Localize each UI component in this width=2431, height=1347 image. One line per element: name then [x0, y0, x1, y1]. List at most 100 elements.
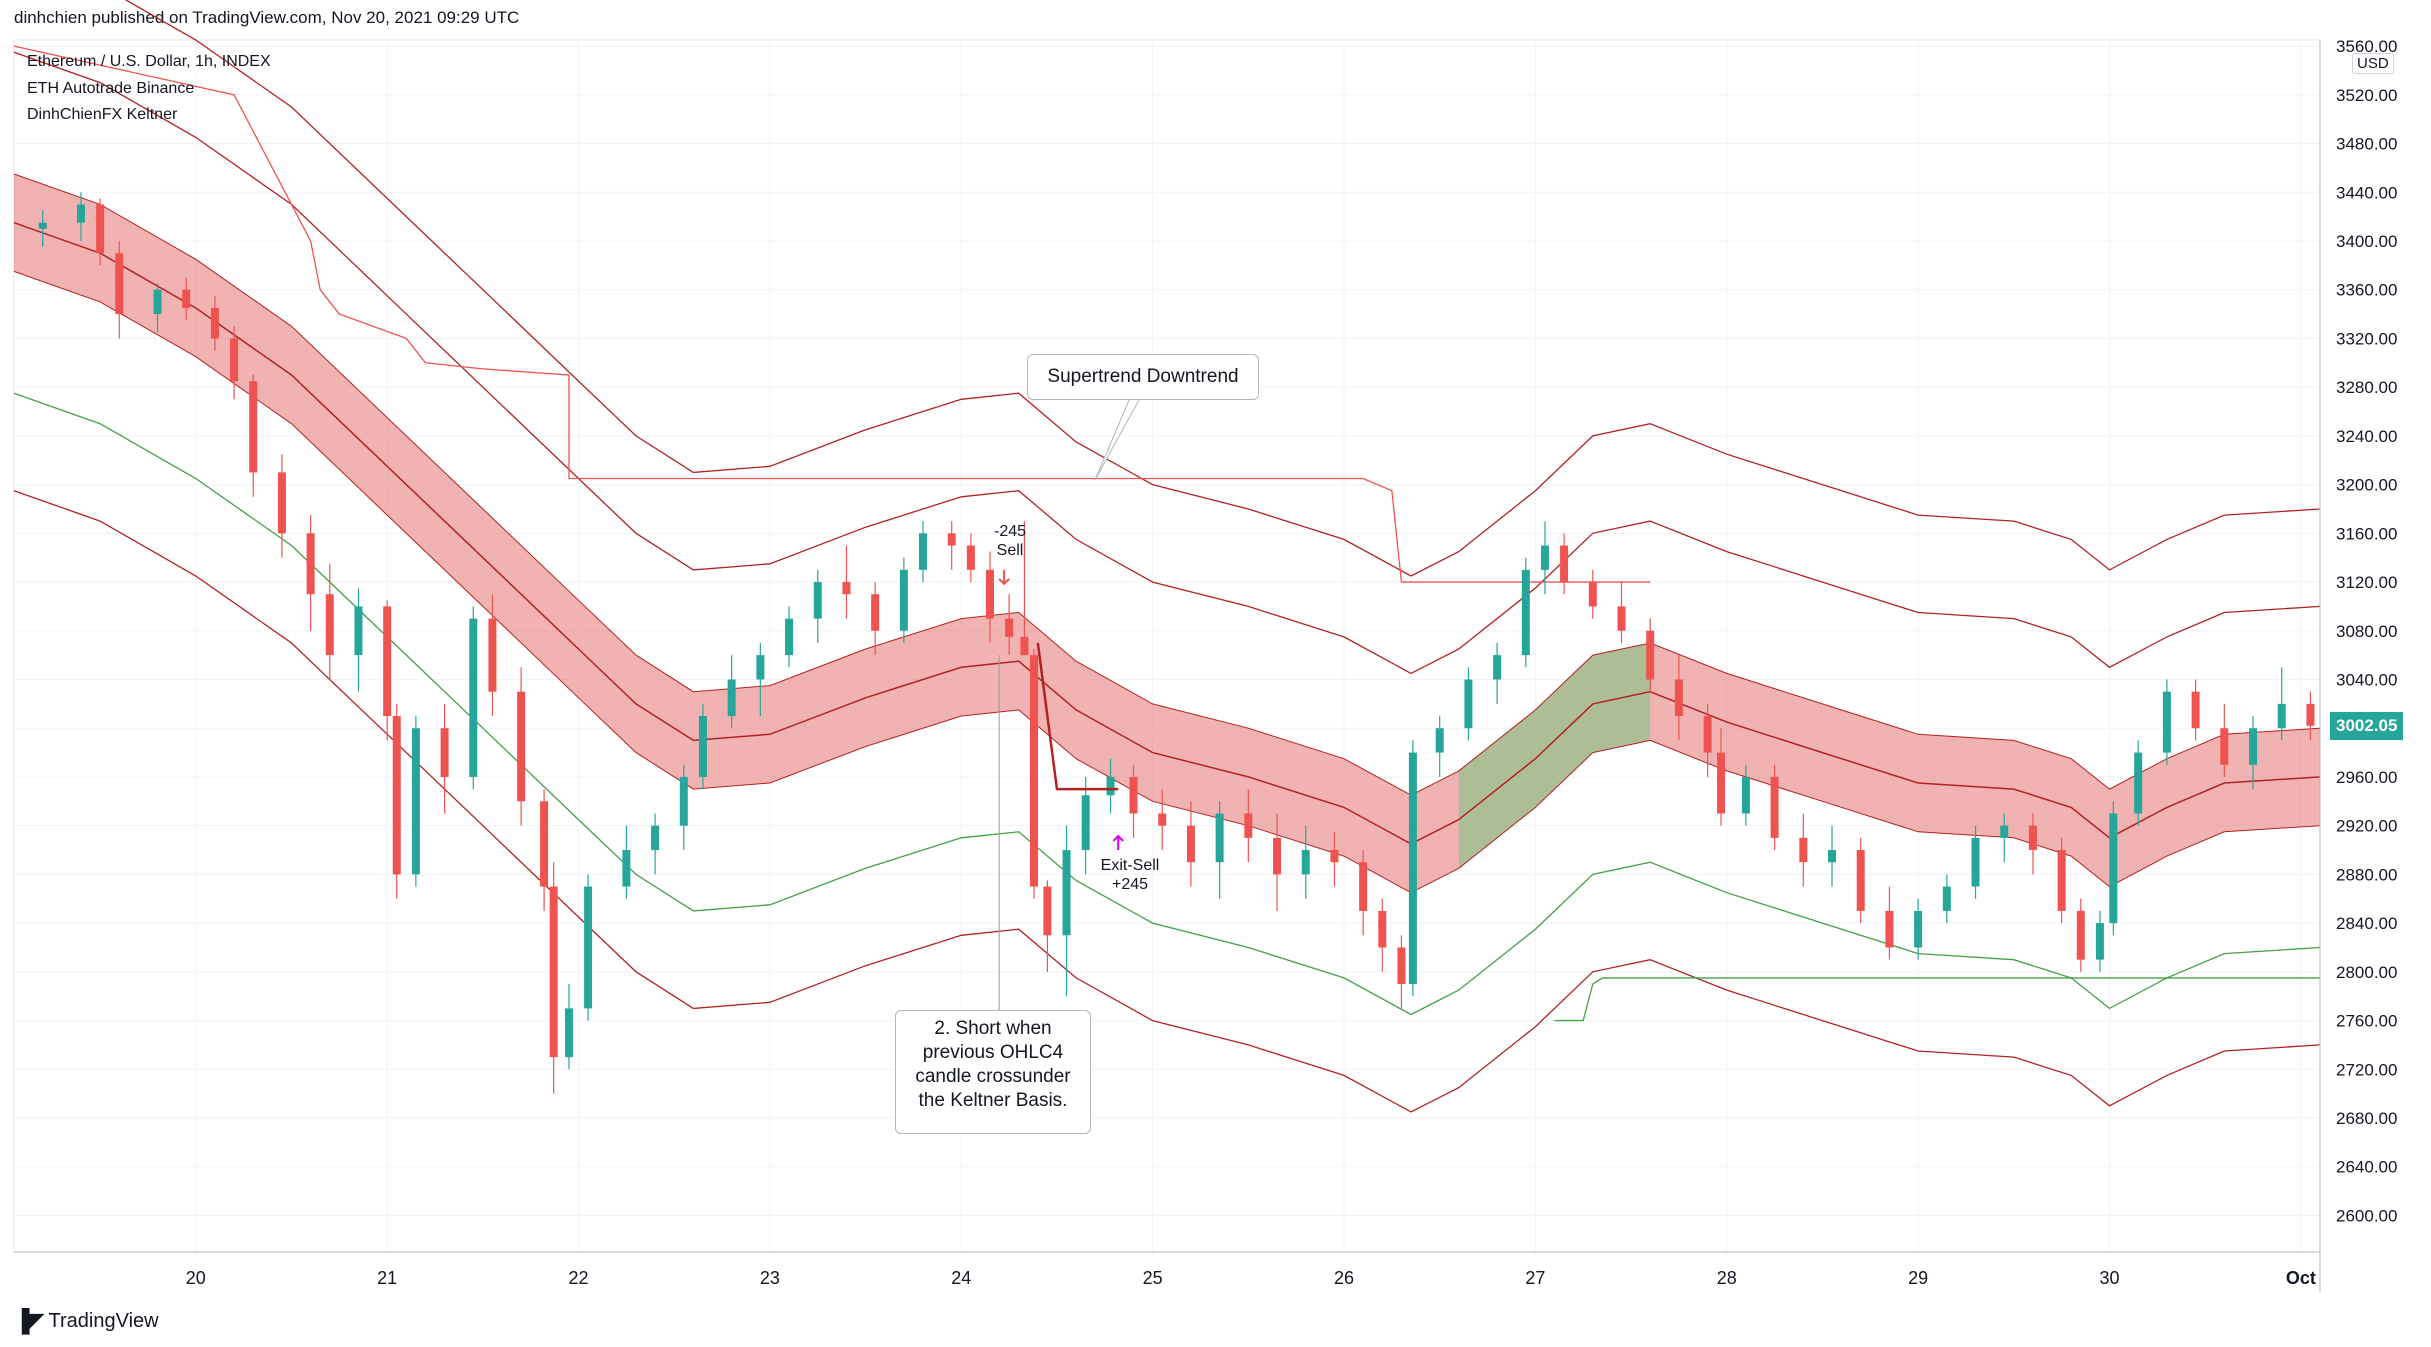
candle-body — [2057, 850, 2066, 911]
keltner-upper-far — [124, 0, 2321, 577]
time-tick-label: Oct — [2286, 1268, 2316, 1288]
price-tick-label: 2640.00 — [2336, 1158, 2397, 1177]
candle-body — [277, 472, 286, 534]
candle-body — [785, 618, 794, 656]
last-price-badge: 3002.05 — [2330, 712, 2404, 740]
exit-label: Exit-Sell +245 — [1090, 856, 1170, 894]
time-tick-label: 30 — [2099, 1268, 2119, 1288]
price-tick-label: 3560.00 — [2336, 37, 2397, 56]
candle-body — [1397, 947, 1406, 985]
candle-body — [1378, 910, 1387, 948]
candle-body — [2191, 691, 2200, 729]
candle-body — [306, 533, 315, 595]
candle-body — [1330, 850, 1339, 863]
candle-body — [76, 204, 85, 223]
keltner-inner-fill — [14, 174, 2320, 893]
candle-body — [622, 850, 631, 887]
candle-body — [2028, 825, 2037, 851]
price-tick-label: 2720.00 — [2336, 1060, 2397, 1079]
price-tick-label: 3280.00 — [2336, 378, 2397, 397]
candle-body — [919, 533, 928, 570]
tradingview-brand[interactable]: ▐◤ TradingView — [14, 1308, 159, 1334]
supertrend-callout-pointer — [1094, 397, 1141, 481]
price-tick-label: 2800.00 — [2336, 963, 2397, 982]
brand-text: TradingView — [48, 1309, 159, 1332]
legend-symbol[interactable]: Ethereum / U.S. Dollar, 1h, INDEX — [27, 53, 271, 70]
candle-body — [1408, 752, 1417, 985]
time-tick-label: 22 — [569, 1268, 589, 1288]
candle-body — [1020, 636, 1029, 656]
price-tick-label: 2760.00 — [2336, 1012, 2397, 1031]
candle-body — [1717, 752, 1726, 814]
candle-body — [1617, 606, 1626, 631]
exit-pnl: +245 — [1111, 876, 1149, 893]
candle-body — [354, 606, 363, 656]
candle-body — [1799, 837, 1808, 863]
keltner-bands — [13, 0, 2321, 1113]
candle-body — [2095, 923, 2104, 960]
price-tick-label: 3480.00 — [2336, 135, 2397, 154]
candle-body — [210, 307, 219, 339]
candle-body — [517, 691, 526, 802]
sell-pnl: -245 — [993, 523, 1027, 540]
candle-body — [96, 204, 105, 254]
candle-body — [966, 545, 975, 570]
candle-body — [38, 222, 47, 229]
legend-indicator[interactable]: DinhChienFX Keltner — [27, 106, 178, 123]
short-rule-line-4: the Keltner Basis. — [918, 1090, 1068, 1111]
candle-body — [2076, 910, 2085, 960]
short-rule-line-2: previous OHLC4 — [922, 1042, 1064, 1063]
price-tick-label: 2880.00 — [2336, 865, 2397, 884]
keltner-lower-far — [13, 490, 2321, 1113]
candle-body — [249, 381, 258, 473]
candle-body — [1885, 910, 1894, 948]
candle-body — [1435, 728, 1444, 753]
supertrend-down-line — [13, 45, 1651, 583]
candle-body — [1540, 545, 1549, 570]
candle-body — [1005, 618, 1014, 637]
candle-body — [899, 569, 908, 631]
supertrend-callout: Supertrend Downtrend — [1027, 354, 1259, 400]
candle-body — [540, 801, 549, 887]
candle-body — [2277, 703, 2286, 729]
keltner-basis-line — [13, 221, 2321, 845]
exit-arrow-icon — [1112, 834, 1124, 851]
candle-body — [1703, 716, 1712, 753]
candle-body — [1971, 837, 1980, 887]
price-tick-label: 3520.00 — [2336, 86, 2397, 105]
price-tick-label: 3120.00 — [2336, 573, 2397, 592]
price-tick-label: 3240.00 — [2336, 427, 2397, 446]
candle-body — [651, 825, 660, 851]
time-tick-label: 21 — [377, 1268, 397, 1288]
candle-body — [947, 533, 956, 546]
supertrend-up-line — [1554, 977, 2320, 1022]
candle-body — [2000, 825, 2009, 838]
candle-body — [871, 594, 880, 631]
price-tick-label: 3200.00 — [2336, 476, 2397, 495]
currency-badge[interactable]: USD — [2352, 53, 2394, 74]
candle-body — [1646, 630, 1655, 680]
candle-body — [1029, 655, 1038, 887]
price-tick-label: 3160.00 — [2336, 524, 2397, 543]
keltner-uptrend-fill — [1458, 642, 1651, 869]
candle-body — [440, 728, 449, 777]
time-tick-label: 25 — [1143, 1268, 1163, 1288]
candle-body — [411, 728, 420, 875]
candle-body — [985, 569, 994, 619]
legend-strategy[interactable]: ETH Autotrade Binance — [27, 80, 195, 97]
trade-markers — [998, 397, 1141, 1010]
candle-body — [325, 594, 334, 656]
sell-arrow-icon — [998, 569, 1010, 586]
chart-axes: 3560.00 3520.00 3480.00 3440.00 3400.00 3360.… — [14, 37, 2397, 1292]
candle-body — [842, 582, 851, 595]
candle-body — [2134, 752, 2143, 814]
time-tick-label: 23 — [760, 1268, 780, 1288]
candle-body — [1301, 850, 1310, 875]
candle-body — [2220, 728, 2229, 765]
candle-body — [1521, 569, 1530, 656]
candle-body — [1856, 850, 1865, 911]
candle-body — [2109, 813, 2118, 924]
candle-body — [1914, 910, 1923, 948]
supertrend-line — [13, 45, 2320, 1022]
